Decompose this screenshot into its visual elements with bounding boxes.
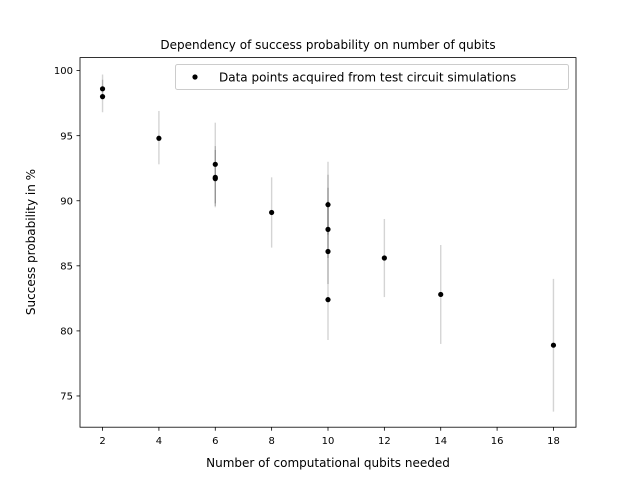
x-tick-label: 16	[491, 436, 504, 447]
y-tick-label: 80	[60, 326, 73, 337]
x-axis: 2 4 6 8 10 12 14 16 18	[99, 427, 560, 447]
x-tick-label: 8	[268, 436, 274, 447]
data-point	[269, 209, 275, 216]
y-tick-label: 75	[60, 392, 73, 403]
data-point	[325, 226, 331, 232]
x-tick-label: 14	[434, 436, 447, 447]
data-point	[381, 255, 387, 261]
legend-label: Data points acquired from test circuit s…	[219, 71, 516, 85]
y-axis-label: Success probability in %	[24, 169, 38, 315]
y-tick-label: 85	[60, 261, 73, 272]
data-point	[550, 342, 557, 348]
x-tick-label: 2	[99, 436, 105, 447]
plot-area	[80, 57, 576, 428]
point-layer	[99, 86, 557, 348]
data-point	[99, 94, 106, 100]
x-tick-label: 4	[156, 436, 162, 447]
x-tick-label: 18	[547, 436, 560, 447]
legend-frame	[175, 64, 569, 90]
x-tick-label: 6	[212, 436, 218, 447]
chart-title: Dependency of success probability on num…	[160, 38, 495, 52]
data-point	[156, 135, 162, 141]
data-point	[325, 202, 331, 208]
x-tick-label: 10	[322, 436, 335, 447]
data-point	[212, 176, 218, 182]
y-tick-label: 90	[60, 196, 73, 207]
y-axis: 75 80 85 90 95 100	[54, 66, 80, 403]
data-point	[438, 291, 444, 298]
legend: Data points acquired from test circuit s…	[175, 64, 569, 90]
data-point	[325, 248, 331, 255]
data-point	[212, 161, 218, 167]
y-tick-label: 100	[54, 66, 73, 77]
x-tick-label: 12	[378, 436, 391, 447]
y-tick-label: 95	[60, 131, 73, 142]
data-point	[99, 86, 106, 92]
legend-marker	[192, 74, 198, 80]
data-point	[325, 297, 331, 303]
x-axis-label: Number of computational qubits needed	[206, 456, 450, 470]
